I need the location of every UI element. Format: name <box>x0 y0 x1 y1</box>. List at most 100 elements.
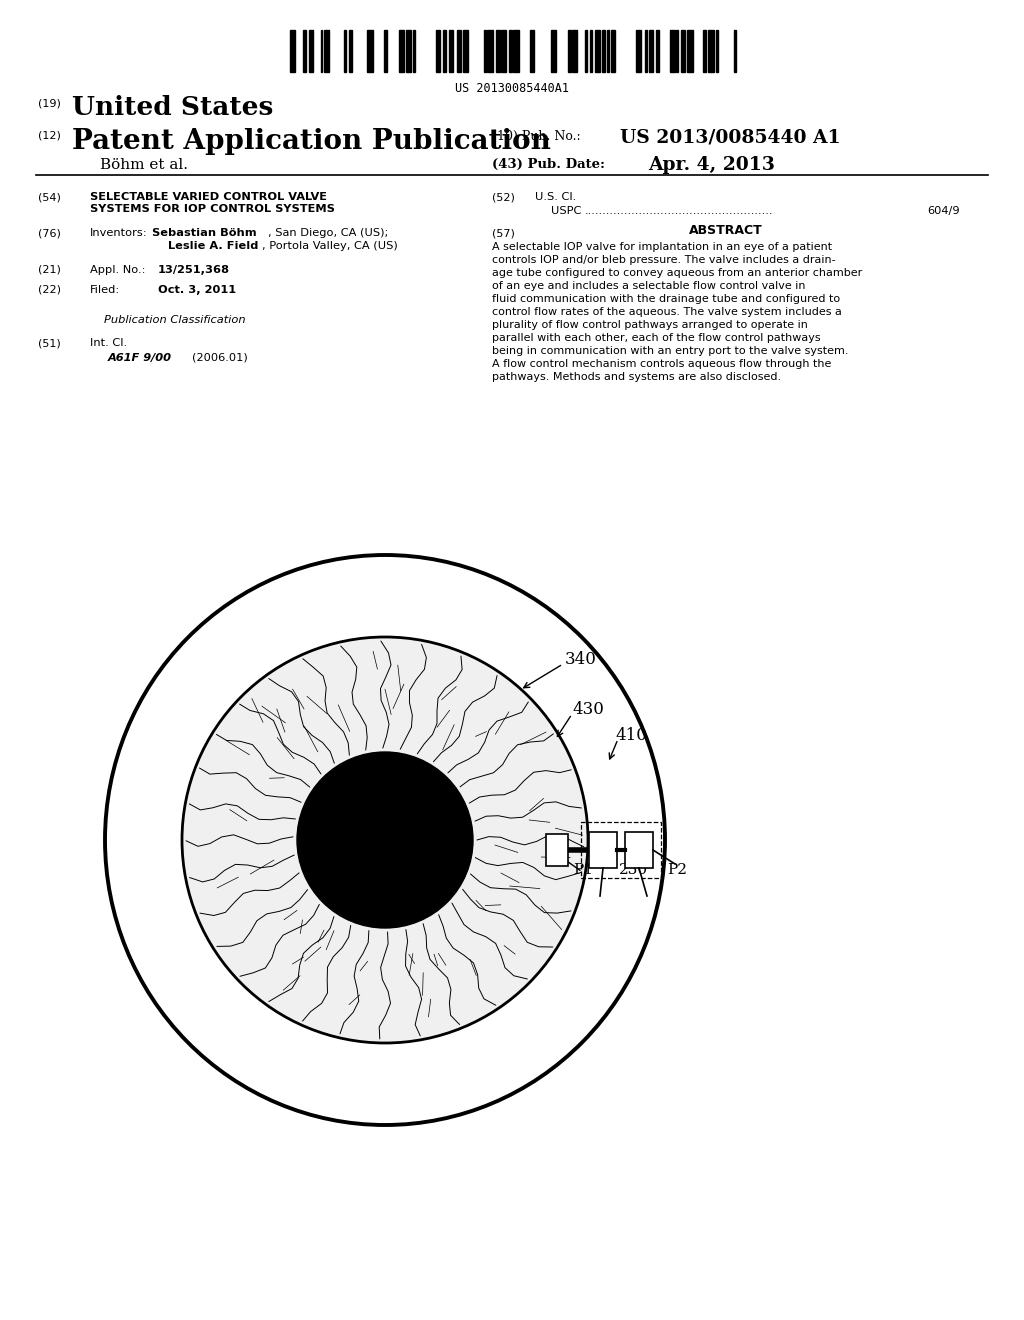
Text: (76): (76) <box>38 228 60 238</box>
Bar <box>436 30 440 73</box>
Text: (57): (57) <box>492 228 515 238</box>
Text: US 2013/0085440 A1: US 2013/0085440 A1 <box>620 128 841 147</box>
Text: SELECTABLE VARIED CONTROL VALVE: SELECTABLE VARIED CONTROL VALVE <box>90 191 327 202</box>
Text: United States: United States <box>72 95 273 120</box>
Ellipse shape <box>297 752 473 928</box>
Text: fluid communication with the drainage tube and configured to: fluid communication with the drainage tu… <box>492 294 840 304</box>
Bar <box>670 30 675 73</box>
Text: (43) Pub. Date:: (43) Pub. Date: <box>492 158 605 172</box>
Bar <box>450 30 453 73</box>
Bar <box>407 30 411 73</box>
Bar <box>457 30 461 73</box>
Bar <box>607 30 609 73</box>
Text: , San Diego, CA (US);: , San Diego, CA (US); <box>268 228 388 238</box>
Bar <box>586 30 587 73</box>
Text: (12): (12) <box>38 129 60 140</box>
Text: (54): (54) <box>38 191 60 202</box>
Text: P2: P2 <box>667 863 687 876</box>
Bar <box>399 30 403 73</box>
Bar <box>589 832 617 869</box>
Bar <box>290 30 295 73</box>
Bar <box>687 30 693 73</box>
Text: of an eye and includes a selectable flow control valve in: of an eye and includes a selectable flow… <box>492 281 806 290</box>
Text: 410: 410 <box>615 726 647 743</box>
Text: A61F 9/00: A61F 9/00 <box>108 352 172 363</box>
Bar <box>551 30 556 73</box>
Ellipse shape <box>182 638 588 1043</box>
Bar <box>546 834 568 866</box>
Bar <box>513 30 519 73</box>
Text: SYSTEMS FOR IOP CONTROL SYSTEMS: SYSTEMS FOR IOP CONTROL SYSTEMS <box>90 205 335 214</box>
Text: (52): (52) <box>492 191 515 202</box>
Text: (51): (51) <box>38 338 60 348</box>
Text: A selectable IOP valve for implantation in an eye of a patient: A selectable IOP valve for implantation … <box>492 242 833 252</box>
Bar <box>572 30 577 73</box>
Text: USPC: USPC <box>551 206 582 216</box>
Bar <box>321 30 323 73</box>
Bar <box>716 30 719 73</box>
Text: Int. Cl.: Int. Cl. <box>90 338 127 348</box>
Bar <box>602 30 605 73</box>
Bar <box>344 30 346 73</box>
Bar <box>509 30 512 73</box>
Text: 340: 340 <box>565 652 597 668</box>
Ellipse shape <box>105 554 665 1125</box>
Bar <box>681 30 685 73</box>
Bar <box>595 30 600 73</box>
Text: P1: P1 <box>573 863 593 876</box>
Bar <box>567 30 571 73</box>
Text: A flow control mechanism controls aqueous flow through the: A flow control mechanism controls aqueou… <box>492 359 831 370</box>
Text: Sebastian Böhm: Sebastian Böhm <box>152 228 257 238</box>
Text: (2006.01): (2006.01) <box>193 352 248 363</box>
Bar <box>325 30 330 73</box>
Text: parallel with each other, each of the flow control pathways: parallel with each other, each of the fl… <box>492 333 820 343</box>
Text: Apr. 4, 2013: Apr. 4, 2013 <box>648 156 775 174</box>
Text: Filed:: Filed: <box>90 285 120 294</box>
Text: 430: 430 <box>572 701 604 718</box>
Text: Patent Application Publication: Patent Application Publication <box>72 128 551 154</box>
Text: (19): (19) <box>38 98 60 108</box>
Text: 604/9: 604/9 <box>928 206 961 216</box>
Bar <box>655 30 659 73</box>
Bar <box>349 30 352 73</box>
Text: controls IOP and/or bleb pressure. The valve includes a drain-: controls IOP and/or bleb pressure. The v… <box>492 255 836 265</box>
Text: Böhm et al.: Böhm et al. <box>100 158 188 172</box>
Text: U.S. Cl.: U.S. Cl. <box>535 191 577 202</box>
Bar <box>611 30 614 73</box>
Text: being in communication with an entry port to the valve system.: being in communication with an entry por… <box>492 346 849 356</box>
Bar <box>703 30 706 73</box>
Bar <box>309 30 313 73</box>
Bar <box>368 30 373 73</box>
Bar <box>413 30 415 73</box>
Text: 230: 230 <box>620 863 648 876</box>
Text: Publication Classification: Publication Classification <box>104 315 246 325</box>
Bar <box>645 30 647 73</box>
Text: Leslie A. Field: Leslie A. Field <box>168 242 258 251</box>
Text: pathways. Methods and systems are also disclosed.: pathways. Methods and systems are also d… <box>492 372 781 381</box>
Text: US 20130085440A1: US 20130085440A1 <box>455 82 569 95</box>
Text: age tube configured to convey aqueous from an anterior chamber: age tube configured to convey aqueous fr… <box>492 268 862 279</box>
Text: (10) Pub. No.:: (10) Pub. No.: <box>492 129 581 143</box>
Text: ....................................................: ........................................… <box>585 206 773 216</box>
Text: Appl. No.:: Appl. No.: <box>90 265 145 275</box>
Text: (21): (21) <box>38 265 60 275</box>
Text: (22): (22) <box>38 285 61 294</box>
Text: Inventors:: Inventors: <box>90 228 147 238</box>
Text: ABSTRACT: ABSTRACT <box>689 224 763 238</box>
Text: control flow rates of the aqueous. The valve system includes a: control flow rates of the aqueous. The v… <box>492 308 842 317</box>
Bar <box>636 30 641 73</box>
Bar <box>384 30 387 73</box>
Bar <box>529 30 534 73</box>
Bar <box>676 30 678 73</box>
Text: plurality of flow control pathways arranged to operate in: plurality of flow control pathways arran… <box>492 319 808 330</box>
Bar <box>709 30 714 73</box>
Bar <box>648 30 653 73</box>
Bar <box>502 30 506 73</box>
Bar <box>483 30 486 73</box>
Text: Oct. 3, 2011: Oct. 3, 2011 <box>158 285 237 294</box>
Bar <box>302 30 306 73</box>
Bar <box>496 30 500 73</box>
Bar <box>463 30 468 73</box>
Text: , Portola Valley, CA (US): , Portola Valley, CA (US) <box>262 242 397 251</box>
Bar <box>590 30 592 73</box>
